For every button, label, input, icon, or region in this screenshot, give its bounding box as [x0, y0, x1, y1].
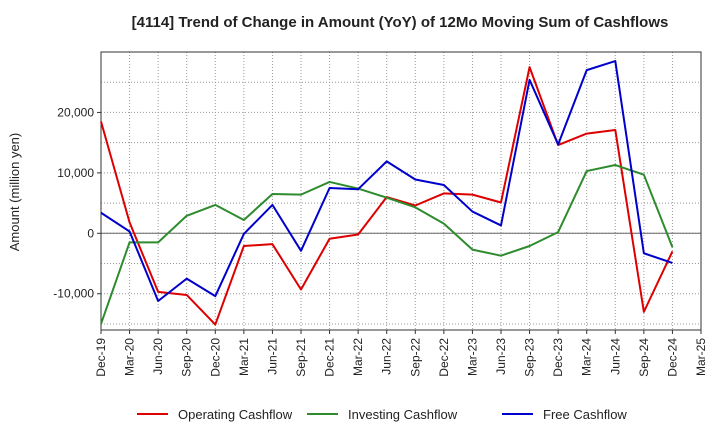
x-tick-label: Dec-24 — [665, 338, 679, 377]
x-tick-label: Jun-23 — [494, 338, 508, 375]
y-tick-label: -10,000 — [53, 287, 94, 301]
series-layer — [100, 60, 674, 326]
legend-label-investing-cashflow: Investing Cashflow — [348, 407, 458, 422]
x-tick-label: Mar-21 — [237, 338, 251, 376]
x-tick-label: Sep-21 — [294, 338, 308, 377]
chart-title: [4114] Trend of Change in Amount (YoY) o… — [132, 14, 669, 31]
x-tick-label: Mar-24 — [580, 338, 594, 376]
y-tick-label: 20,000 — [57, 105, 94, 119]
x-tick-label: Sep-24 — [637, 338, 651, 377]
y-tick-label: 0 — [87, 226, 94, 240]
x-tick-label: Mar-23 — [465, 338, 479, 376]
y-tick-label: 10,000 — [57, 166, 94, 180]
investing-cashflow-line — [100, 164, 674, 325]
plot-background — [101, 52, 701, 330]
legend-label-operating-cashflow: Operating Cashflow — [178, 407, 293, 422]
x-tick-label: Dec-23 — [551, 338, 565, 377]
x-tick-label: Mar-25 — [694, 338, 708, 376]
legend-label-free-cashflow: Free Cashflow — [543, 407, 627, 422]
x-tick-label: Jun-22 — [380, 338, 394, 375]
x-tick-label: Sep-23 — [523, 338, 537, 377]
free-cashflow-line — [100, 60, 673, 302]
x-tick-label: Jun-21 — [265, 338, 279, 375]
x-tick-label: Dec-22 — [437, 338, 451, 377]
x-tick-label: Jun-20 — [151, 338, 165, 375]
x-tick-label: Mar-22 — [351, 338, 365, 376]
x-tick-label: Sep-20 — [180, 338, 194, 377]
x-tick-label: Sep-22 — [408, 338, 422, 377]
legend: Operating Cashflow Investing Cashflow Free… — [137, 407, 627, 422]
axis-layer: -10,000 0 10,000 20,000 Dec-19 Mar-20 Jun-20 Se… — [53, 51, 708, 377]
x-tick-label: Mar-20 — [123, 338, 137, 376]
grid-layer — [100, 51, 702, 330]
plot-frame — [100, 51, 702, 331]
x-tick-label: Dec-20 — [208, 338, 222, 377]
x-tick-label: Jun-24 — [608, 338, 622, 375]
y-axis-label: Amount (million yen) — [7, 133, 22, 252]
x-tick-label: Dec-19 — [94, 338, 108, 377]
x-tick-label: Dec-21 — [323, 338, 337, 377]
